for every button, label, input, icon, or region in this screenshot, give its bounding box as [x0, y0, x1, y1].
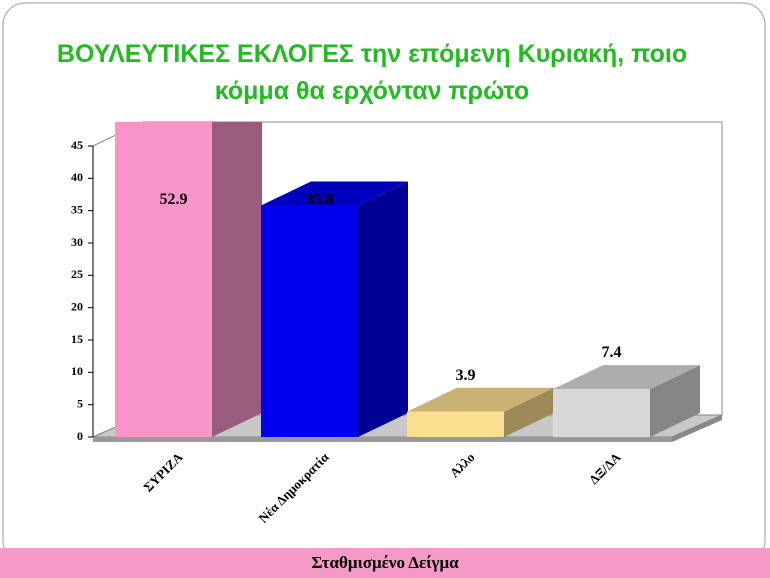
value-label: 35.8: [306, 191, 334, 208]
bar: [407, 411, 504, 437]
bar: [261, 205, 358, 437]
y-tick-label: 35: [71, 202, 83, 216]
y-tick-label: 15: [71, 332, 83, 346]
footer: Σταθμισμένο Δείγμα: [311, 553, 459, 572]
value-label: 7.4: [602, 344, 622, 361]
chart-title: κόμμα θα ερχόνταν πρώτο: [215, 77, 530, 105]
bar: [115, 122, 212, 437]
y-tick-label: 10: [71, 364, 83, 378]
bars: [115, 122, 700, 437]
floor-edge: [672, 415, 722, 442]
footer-band: [0, 548, 770, 578]
value-label: 52.9: [160, 191, 188, 208]
y-tick-label: 5: [77, 396, 83, 410]
bar-top: [261, 181, 408, 206]
y-tick-label: 30: [71, 235, 83, 249]
y-tick-label: 25: [71, 267, 83, 281]
bar-side: [504, 387, 554, 437]
bar-top: [407, 387, 554, 412]
bar: [553, 389, 650, 437]
bar-side: [650, 365, 700, 437]
y-tick-label: 45: [71, 138, 83, 152]
bar-top: [553, 365, 700, 390]
floor-edge: [93, 437, 672, 442]
y-tick-label: 40: [71, 170, 83, 184]
value-label: 3.9: [456, 367, 476, 384]
bar-side: [212, 122, 262, 437]
chart-title: ΒΟΥΛΕΥΤΙΚΕΣ ΕΚΛΟΓΕΣ την επόμενη Κυριακή,…: [57, 40, 687, 68]
y-tick-label: 20: [71, 299, 83, 313]
bar-side: [358, 181, 408, 437]
y-tick-label: 0: [77, 429, 83, 443]
